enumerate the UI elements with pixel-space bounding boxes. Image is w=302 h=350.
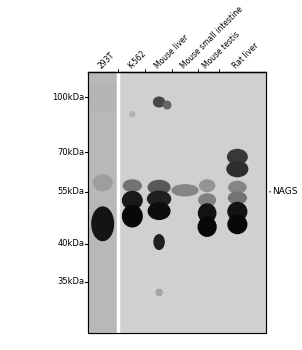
Ellipse shape bbox=[198, 217, 216, 236]
Text: 293T: 293T bbox=[96, 50, 116, 70]
Text: 100kDa: 100kDa bbox=[53, 93, 85, 102]
Ellipse shape bbox=[130, 112, 135, 117]
Ellipse shape bbox=[198, 204, 216, 222]
Ellipse shape bbox=[200, 180, 215, 191]
Text: K-562: K-562 bbox=[126, 48, 147, 70]
Ellipse shape bbox=[123, 205, 142, 227]
Ellipse shape bbox=[228, 192, 246, 204]
Ellipse shape bbox=[93, 175, 112, 191]
Ellipse shape bbox=[148, 191, 171, 206]
Text: Rat liver: Rat liver bbox=[231, 41, 260, 70]
Ellipse shape bbox=[229, 181, 246, 193]
Bar bbox=[118, 71, 266, 334]
Ellipse shape bbox=[148, 180, 170, 194]
Ellipse shape bbox=[228, 149, 247, 164]
Ellipse shape bbox=[228, 202, 247, 221]
Text: 55kDa: 55kDa bbox=[58, 187, 85, 196]
Ellipse shape bbox=[199, 194, 216, 206]
Ellipse shape bbox=[156, 291, 162, 296]
Text: NAGS: NAGS bbox=[272, 187, 297, 196]
Text: 35kDa: 35kDa bbox=[58, 277, 85, 286]
Ellipse shape bbox=[228, 215, 247, 233]
Text: 70kDa: 70kDa bbox=[58, 148, 85, 157]
Bar bbox=[88, 71, 266, 334]
Ellipse shape bbox=[227, 161, 248, 177]
Text: 40kDa: 40kDa bbox=[58, 239, 85, 248]
Ellipse shape bbox=[123, 191, 142, 209]
Ellipse shape bbox=[92, 207, 114, 240]
Ellipse shape bbox=[124, 180, 141, 191]
Text: Mouse small intestine: Mouse small intestine bbox=[178, 4, 244, 70]
Ellipse shape bbox=[172, 185, 198, 196]
Ellipse shape bbox=[156, 289, 162, 295]
Bar bbox=[88, 71, 118, 334]
Text: Mouse liver: Mouse liver bbox=[153, 33, 190, 70]
Bar bbox=[89, 84, 117, 111]
Ellipse shape bbox=[154, 235, 164, 249]
Text: Mouse testis: Mouse testis bbox=[201, 29, 241, 70]
Ellipse shape bbox=[154, 97, 165, 107]
Ellipse shape bbox=[148, 203, 170, 219]
Ellipse shape bbox=[164, 101, 171, 109]
